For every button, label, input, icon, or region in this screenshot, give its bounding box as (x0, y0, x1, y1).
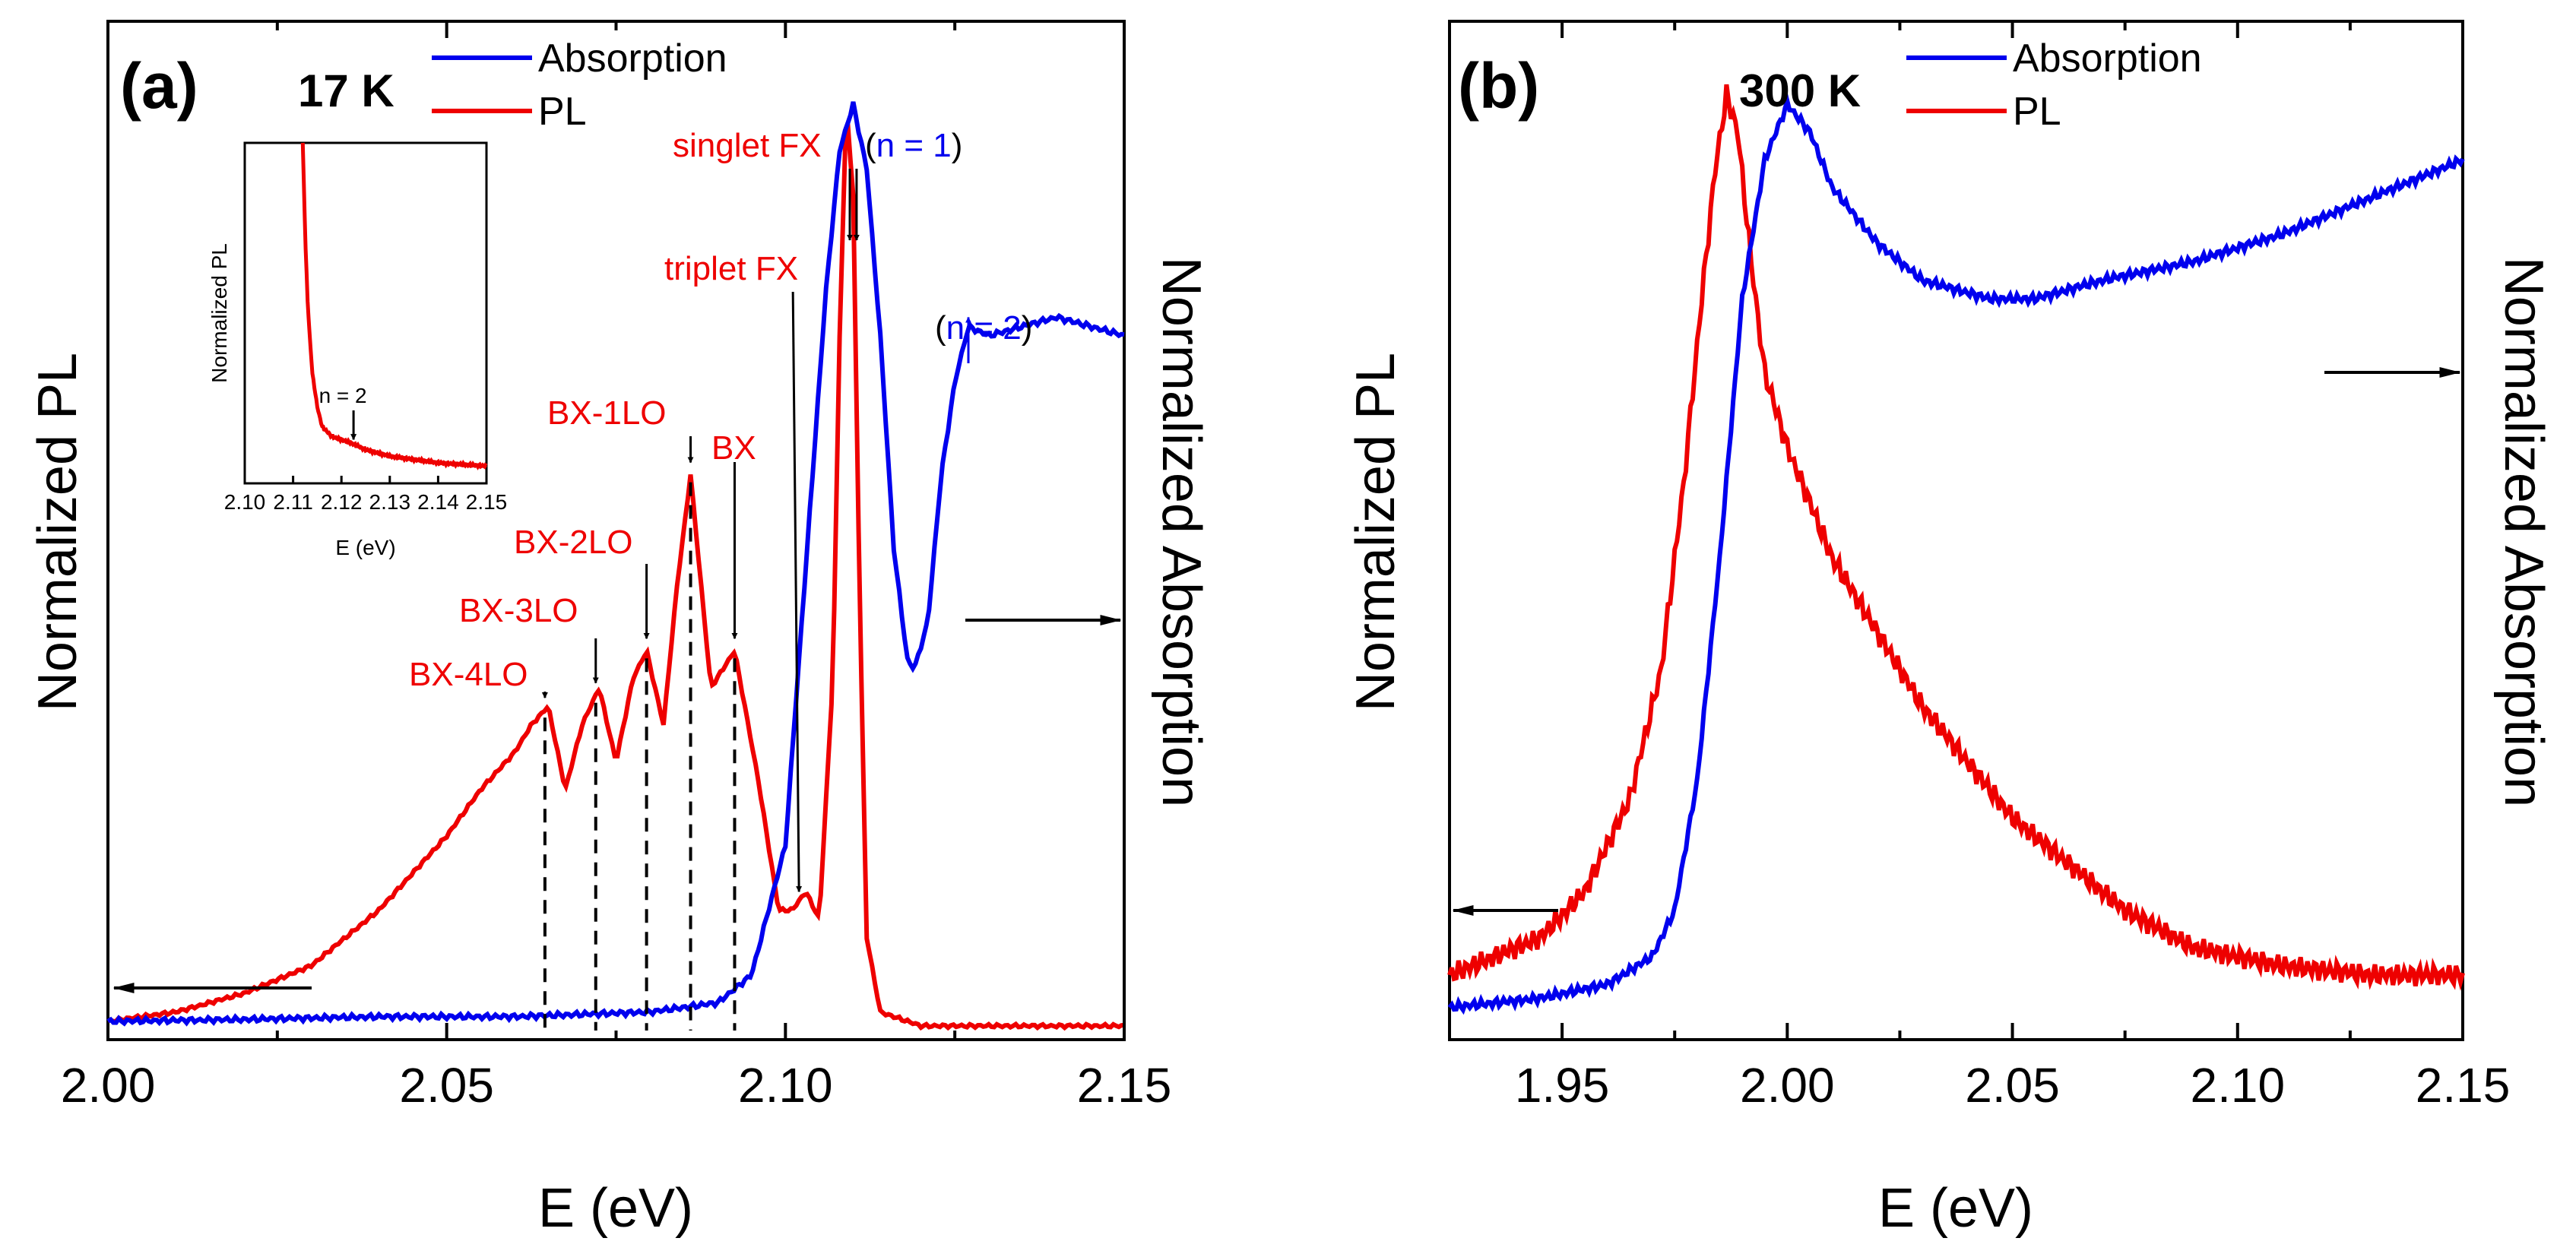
label-n2: (n = 2) (935, 309, 1032, 347)
label-bx-3lo: BX-3LO (459, 592, 578, 629)
panel-a-y-title-right: Normalized Absorption (1151, 257, 1212, 807)
panel-b-x-tick-label: 2.00 (1740, 1058, 1835, 1113)
panel-b-absorption-curve (1447, 92, 2465, 1015)
panel-b-frame (1448, 20, 2464, 1041)
panel-b-legend-absorption: Absorption (2013, 36, 2202, 81)
panel-b-x-tick-label: 2.05 (1965, 1058, 2060, 1113)
panel-b-temperature: 300 K (1739, 65, 1861, 116)
panel-a-x-title: E (eV) (538, 1178, 693, 1239)
panel-a-tag: (a) (120, 50, 198, 122)
panel-b: 1.95 2.00 2.05 2.10 2.15 (b) 300 K Absorptio… (1345, 20, 2554, 1239)
panel-a-y-title-left: Normalized PL (27, 353, 88, 711)
panel-a-x-tick-label: 2.05 (399, 1058, 494, 1113)
inset-n2-label: n = 2 (319, 384, 367, 407)
inset-frame (243, 141, 488, 485)
panel-b-x-tick-label: 2.15 (2416, 1058, 2511, 1113)
panel-a-dashed-guides (543, 482, 737, 1031)
label-bx-1lo: BX-1LO (547, 394, 667, 432)
label-singlet-fx: singlet FX (673, 127, 822, 164)
inset-x-tick-label: 2.14 (417, 490, 459, 514)
arrow-triplet-fx (791, 291, 803, 893)
panel-a-inset: 2.10 2.11 2.12 2.13 2.14 2.15 n = 2 E (eV) No… (208, 141, 508, 559)
label-n1: (n = 1) (865, 127, 962, 164)
panel-b-legend-pl: PL (2013, 90, 2061, 134)
panel-b-pl-curve (1447, 84, 2465, 991)
panel-b-y-title-right: Normalized Absorption (2493, 257, 2554, 807)
panel-a-temperature: 17 K (298, 65, 394, 116)
panel-a-legend-absorption: Absorption (538, 36, 727, 81)
panel-b-tag: (b) (1458, 50, 1539, 122)
label-bx: BX (711, 429, 756, 467)
panel-a-pl-curve (106, 122, 1125, 1031)
inset-x-ticks: 2.10 2.11 2.12 2.13 2.14 2.15 (224, 476, 508, 514)
panel-a-x-tick-label: 2.10 (738, 1058, 833, 1113)
inset-x-tick-label: 2.15 (466, 490, 508, 514)
panel-a-x-ticks: 2.00 2.05 2.10 2.15 (61, 21, 1172, 1113)
inset-pl-curve (300, 142, 488, 470)
label-triplet-fx: triplet FX (664, 250, 798, 287)
inset-x-tick-label: 2.11 (273, 490, 312, 514)
panel-a-legend-pl: PL (538, 90, 587, 134)
panel-b-x-ticks: 1.95 2.00 2.05 2.10 2.15 (1448, 21, 2511, 1113)
label-bx-4lo: BX-4LO (409, 656, 528, 693)
label-bx-2lo: BX-2LO (514, 524, 633, 561)
panel-a: 2.00 2.05 2.10 2.15 (a) 17 K Absorption PL … (27, 20, 1212, 1239)
inset-x-tick-label: 2.12 (321, 490, 363, 514)
inset-y-title: Normalized PL (208, 243, 231, 383)
inset-x-tick-label: 2.10 (224, 490, 266, 514)
panel-a-x-tick-label: 2.15 (1077, 1058, 1172, 1113)
panel-b-x-title: E (eV) (1878, 1178, 2033, 1239)
inset-x-title: E (eV) (335, 536, 395, 559)
panel-a-absorption-curve (106, 101, 1125, 1027)
panel-a-annotation-arrows (541, 169, 971, 893)
panel-b-x-tick-label: 2.10 (2190, 1058, 2285, 1113)
inset-x-tick-label: 2.13 (369, 490, 411, 514)
panel-a-x-tick-label: 2.00 (61, 1058, 156, 1113)
panel-b-y-title-left: Normalized PL (1345, 353, 1406, 711)
panel-b-x-tick-label: 1.95 (1515, 1058, 1610, 1113)
